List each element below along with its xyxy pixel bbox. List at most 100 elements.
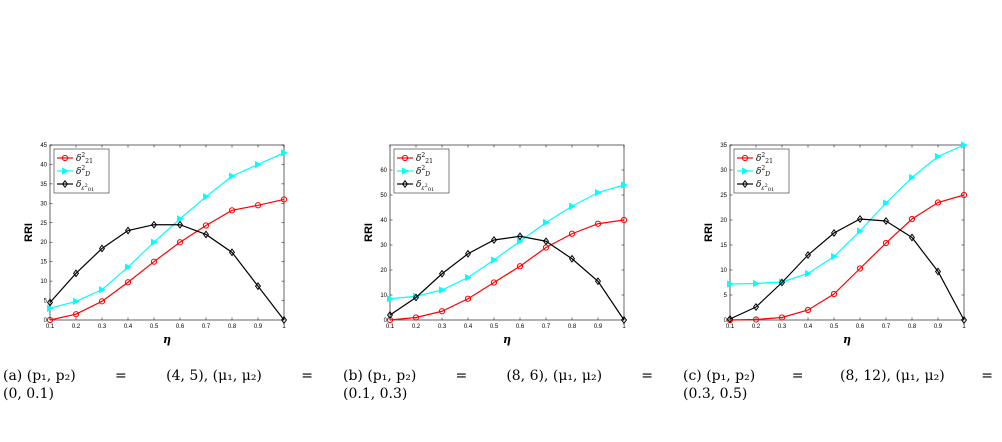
data-point	[412, 314, 420, 321]
data-point	[61, 179, 69, 189]
x-tick-label: 0.8	[568, 324, 577, 330]
y-tick-label: 5	[724, 293, 728, 299]
x-tick-label: 0.4	[124, 324, 133, 330]
data-point	[202, 222, 210, 229]
caption-label: (c)	[683, 368, 702, 384]
data-point	[99, 285, 106, 294]
series-line	[729, 144, 965, 285]
data-point	[620, 315, 628, 325]
chart-c: 0.1 0.2 0.3 0.4 0.5 0.6 0.7 0.8 0.9 1051015202530…	[703, 141, 968, 346]
legend-label: δε201	[416, 180, 434, 193]
data-point	[254, 160, 262, 169]
y-tick-label: 35	[40, 182, 47, 188]
data-point	[542, 218, 550, 227]
data-point	[176, 215, 184, 223]
data-point	[98, 244, 106, 253]
data-point	[465, 273, 472, 282]
caption-pv: (8, 6), (μ₁, μ₂)	[506, 368, 603, 384]
data-point	[960, 191, 968, 199]
y-tick-label: 15	[40, 260, 47, 266]
data-point	[62, 167, 69, 175]
plot-frame	[729, 144, 965, 321]
data-point	[150, 220, 158, 229]
caption-p: (p₁, p₂)	[367, 368, 417, 384]
data-point	[568, 202, 576, 210]
x-axis-label: η	[503, 333, 511, 346]
data-point	[752, 316, 760, 323]
data-point	[960, 315, 968, 325]
x-tick-label: 0.3	[98, 324, 107, 330]
y-tick-label: 30	[720, 168, 727, 174]
data-point	[402, 167, 409, 175]
data-point	[202, 193, 210, 201]
y-tick-label: 35	[720, 143, 727, 149]
data-point	[830, 228, 838, 238]
data-point	[908, 215, 916, 223]
data-point	[856, 227, 864, 235]
series-line	[729, 218, 965, 321]
x-tick-label: 0.7	[882, 324, 891, 330]
y-tick-label: 0	[724, 318, 728, 324]
caption-b: (b) (p₁, p₂) = (8, 6), (μ₁, μ₂) = (0.1, …	[343, 367, 653, 403]
data-point	[490, 256, 498, 264]
data-point	[73, 297, 80, 306]
data-point	[753, 279, 760, 288]
chart-b: 0.1 0.2 0.3 0.4 0.5 0.6 0.7 0.8 0.9 1010203040506…	[363, 144, 628, 346]
caption-mv: (0.3, 0.5)	[683, 386, 748, 402]
data-point	[830, 290, 838, 298]
x-tick-label: 0.4	[804, 324, 813, 330]
data-point	[412, 293, 420, 302]
legend-label: δε201	[756, 180, 774, 193]
x-tick-label: 1	[622, 324, 626, 330]
caption-eq: =	[301, 368, 313, 384]
data-point	[516, 263, 524, 270]
data-point	[908, 173, 916, 182]
x-tick-label: 0.5	[490, 324, 499, 330]
data-point	[150, 258, 158, 265]
x-tick-label: 0.5	[830, 324, 839, 330]
chart-panel-b: 0.1 0.2 0.3 0.4 0.5 0.6 0.7 0.8 0.9 1 0 10 20 30 40 50 6…	[340, 140, 650, 370]
data-point	[882, 239, 890, 247]
x-tick-label: 0.5	[150, 324, 159, 330]
data-point	[516, 232, 524, 241]
data-point	[202, 230, 210, 239]
series-line	[729, 194, 965, 321]
data-point	[568, 230, 576, 237]
series-line	[389, 219, 625, 321]
data-point	[228, 207, 236, 214]
caption-p: (p₁, p₂)	[706, 368, 756, 384]
y-tick-label: 15	[720, 243, 727, 249]
chart-panel-c: 0.1 0.2 0.3 0.4 0.5 0.6 0.7 0.8 0.9 1 0 5 10 15 20 25 30…	[680, 140, 990, 370]
data-point	[620, 181, 628, 189]
x-tick-label: 0.7	[542, 324, 551, 330]
y-tick-label: 40	[40, 162, 47, 168]
series-line	[49, 198, 285, 321]
data-point	[438, 308, 446, 315]
data-point	[882, 199, 890, 207]
y-tick-label: 25	[40, 221, 47, 227]
x-tick-label: 0.8	[908, 324, 917, 330]
data-point	[98, 298, 106, 305]
legend-label: δ221	[756, 152, 773, 165]
data-point	[594, 188, 602, 197]
data-point	[934, 152, 942, 161]
data-point	[46, 298, 54, 307]
data-point	[438, 269, 446, 278]
y-tick-label: 40	[380, 218, 387, 224]
x-axis-label: η	[163, 333, 171, 346]
x-tick-label: 0.9	[934, 324, 943, 330]
data-point	[752, 302, 760, 312]
data-point	[387, 295, 394, 303]
series-line	[389, 235, 625, 321]
data-point	[804, 250, 812, 260]
legend-label: δ221	[76, 152, 93, 165]
data-point	[727, 280, 734, 288]
legend-label: δ2D	[76, 165, 90, 178]
data-point	[726, 314, 734, 324]
data-point	[741, 154, 749, 162]
data-point	[934, 199, 942, 206]
data-point	[542, 237, 550, 246]
data-point	[568, 254, 576, 263]
caption-eq: =	[115, 368, 127, 384]
data-point	[124, 279, 132, 286]
